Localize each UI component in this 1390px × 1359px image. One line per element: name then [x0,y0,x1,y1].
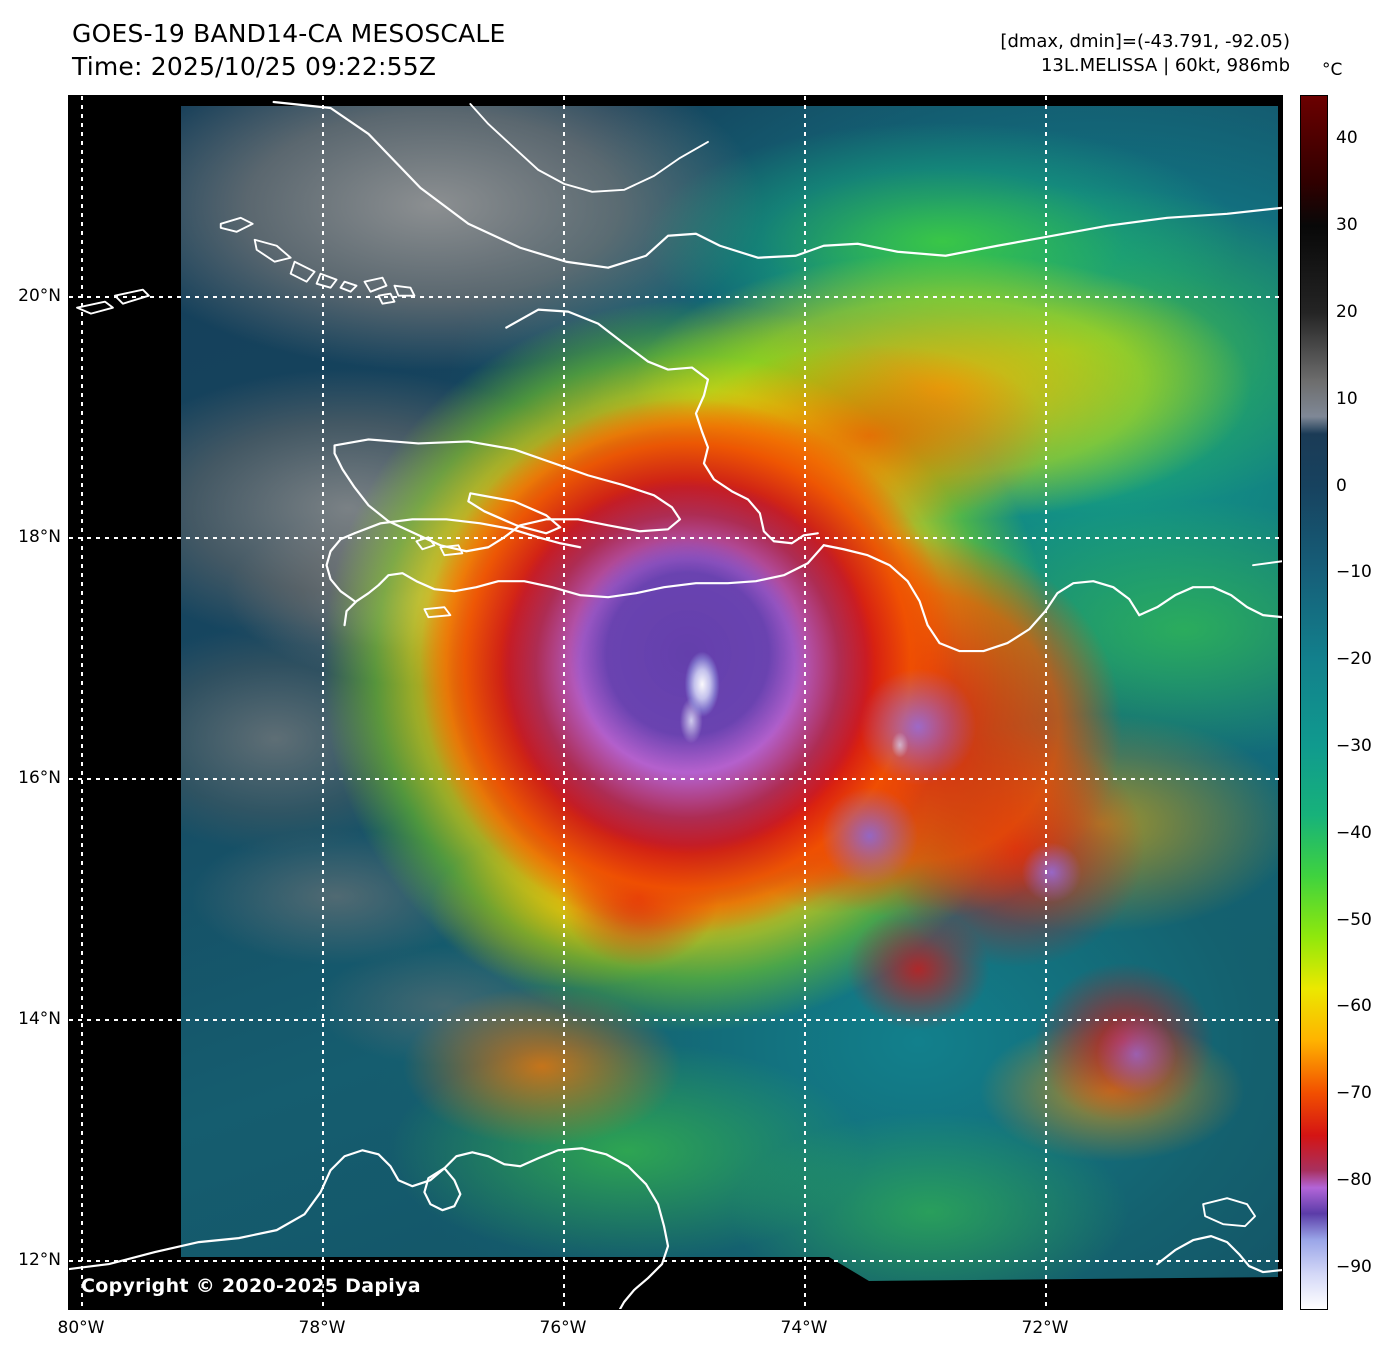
header-right-block: [dmax, dmin]=(-43.791, -92.05) 13L.MELIS… [1000,30,1290,78]
colorbar-tick-10: 10 [1336,388,1358,409]
infrared-imagery [69,96,1282,1309]
dmax-dmin-label: [dmax, dmin]=(-43.791, -92.05) [1000,31,1290,52]
storm-info-label: 13L.MELISSA | 60kt, 986mb [1040,54,1290,76]
gridline-lat-12 [69,1260,1282,1262]
header-left-block: GOES-19 BAND14-CA MESOSCALE Time: 2025/1… [72,18,506,83]
lon-label-72w: 72°W [1021,1318,1069,1338]
colorbar-tick-20: 20 [1336,302,1358,322]
colorbar-gradient [1301,96,1327,1309]
colorbar-tick-neg20: −20 [1336,649,1372,670]
colorbar-tick-neg90: −90 [1336,1256,1372,1277]
gridline-lat-14 [69,1019,1282,1021]
temperature-colorbar[interactable] [1300,95,1328,1310]
colorbar-unit-label: °C [1322,60,1343,80]
lon-label-76w: 76°W [539,1318,587,1338]
gridline-lon-80 [81,96,83,1309]
lon-label-74w: 74°W [780,1318,828,1338]
ir-overshooting-top-layer [69,96,1282,1309]
gridline-lat-18 [69,537,1282,539]
gridline-lon-76 [563,96,565,1309]
lat-label-18n: 18°N [18,527,61,547]
lat-label-16n: 16°N [18,768,61,788]
colorbar-tick-30: 30 [1336,215,1358,236]
colorbar-tick-0: 0 [1336,475,1347,496]
lat-label-12n: 12°N [18,1250,61,1270]
copyright-label: Copyright © 2020-2025 Dapiya [81,1275,421,1297]
colorbar-tick-neg70: −70 [1336,1083,1372,1103]
colorbar-tick-neg40: −40 [1336,822,1372,843]
gridline-lon-74 [804,96,806,1309]
colorbar-tick-neg80: −80 [1336,1169,1372,1190]
lat-label-14n: 14°N [18,1009,61,1029]
gridline-lat-16 [69,778,1282,780]
gridline-lon-72 [1045,96,1047,1309]
gridline-lon-78 [322,96,324,1309]
colorbar-tick-neg10: −10 [1336,562,1372,583]
timestamp-label: Time: 2025/10/25 09:22:55Z [72,51,437,81]
satellite-map-panel[interactable]: Copyright © 2020-2025 Dapiya [68,95,1283,1310]
lon-label-78w: 78°W [298,1318,346,1338]
nodata-wedge-left-fill [69,96,181,1309]
nodata-wedge-right [1278,96,1282,1309]
lat-label-20n: 20°N [18,286,61,306]
lon-label-80w: 80°W [57,1318,105,1338]
colorbar-tick-neg30: −30 [1336,735,1372,756]
page-title: GOES-19 BAND14-CA MESOSCALE [72,19,506,48]
nodata-wedge-bottom-strip [69,1287,1282,1309]
colorbar-tick-neg50: −50 [1336,909,1372,930]
colorbar-tick-40: 40 [1336,128,1358,149]
coastline-overlay [69,100,1282,1309]
nodata-wedge-top [69,96,1282,106]
gridline-lat-20 [69,296,1282,298]
colorbar-tick-neg60: −60 [1336,996,1372,1017]
